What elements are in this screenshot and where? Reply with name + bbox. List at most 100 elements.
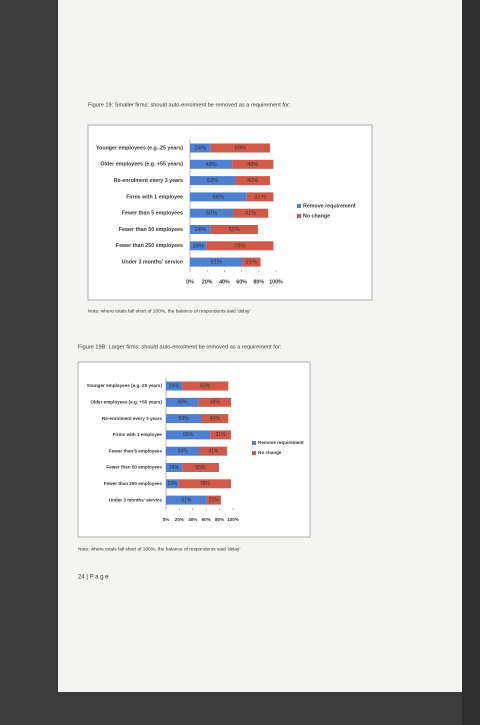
page-number: 24 | P a g e <box>78 575 109 581</box>
figure-caption: Figure 19: Smaller firms: should auto-en… <box>88 102 291 108</box>
bar-segment <box>166 397 199 407</box>
value-label: 24% <box>169 465 180 471</box>
x-tick-label: 100% <box>269 279 283 285</box>
value-label: 24% <box>195 146 206 152</box>
paper <box>58 0 470 692</box>
value-label: 55% <box>195 465 206 471</box>
value-label: 41% <box>208 449 219 455</box>
category-label: Under 3 months' service <box>109 497 163 502</box>
bar-segment <box>206 241 274 251</box>
value-label: 19% <box>167 481 178 487</box>
category-label: Fewer than 5 employees <box>109 448 163 453</box>
bar-segment <box>190 257 243 267</box>
category-label: Older employees (e.g. +55 years) <box>100 162 183 168</box>
value-label: 24% <box>169 383 180 389</box>
category-label: Fewer than 250 employees <box>116 243 183 249</box>
legend-label: Remove requirement <box>303 203 356 209</box>
edge <box>462 0 480 725</box>
value-label: 19% <box>192 243 203 249</box>
bar-segment <box>199 446 227 456</box>
legend-label: No change <box>258 450 282 455</box>
category-label: Under 3 months' service <box>122 260 183 266</box>
bar-segment <box>166 446 200 456</box>
legend-swatch <box>252 451 256 455</box>
value-label: 21% <box>246 260 257 266</box>
value-label: 69% <box>200 383 211 389</box>
value-label: 21% <box>209 497 220 503</box>
bar-segment <box>190 192 247 202</box>
bar-segment <box>201 414 229 424</box>
bar-segment <box>182 463 219 472</box>
note: Note: where totals fall short of 100%, t… <box>78 546 240 552</box>
bar-segment <box>166 381 183 391</box>
value-label: 66% <box>183 432 194 438</box>
bar-segment <box>246 192 274 202</box>
x-tick-label: 20% <box>175 517 184 522</box>
bar-segment <box>166 463 183 472</box>
bar-segment <box>233 208 269 218</box>
bar-segment <box>235 176 270 186</box>
legend-swatch <box>252 441 256 445</box>
category-label: Younger employees (e.g.-25 years) <box>87 383 163 388</box>
category-label: Fewer than 250 employees <box>104 481 163 486</box>
value-label: 48% <box>247 162 258 168</box>
bar-segment <box>206 495 221 505</box>
bar-segment <box>210 225 258 234</box>
x-tick-label: 0% <box>186 279 194 285</box>
bar-segment <box>242 257 261 267</box>
value-label: 41% <box>245 211 256 217</box>
value-label: 31% <box>216 432 227 438</box>
bar-segment <box>210 143 270 153</box>
value-label: 49% <box>205 162 216 168</box>
category-label: Firms with 1 employee <box>113 432 163 437</box>
bar-segment <box>190 241 207 251</box>
bar-segment <box>190 176 236 186</box>
legend-label: No change <box>303 213 330 219</box>
bar-segment <box>190 208 233 218</box>
value-label: 40% <box>210 416 221 422</box>
value-label: 40% <box>247 178 258 184</box>
category-label: Younger employees (e.g.-25 years) <box>96 145 183 151</box>
value-label: 55% <box>229 227 240 233</box>
bar-segment <box>182 381 229 391</box>
value-label: 24% <box>195 227 206 233</box>
legend-label: Remove requirement <box>258 440 304 445</box>
x-tick-label: 40% <box>188 517 197 522</box>
bar-segment <box>166 495 207 505</box>
legend-swatch <box>297 204 301 208</box>
bar-segment <box>190 159 233 169</box>
bar-segment <box>190 143 211 153</box>
value-label: 31% <box>254 194 265 200</box>
figure-caption: Figure 19B: Larger firms: should auto-en… <box>78 344 282 350</box>
x-tick-label: 80% <box>215 517 224 522</box>
value-label: 50% <box>206 211 217 217</box>
bar-segment <box>190 225 211 234</box>
value-label: 49% <box>177 400 188 406</box>
category-label: Fewer than 50 employees <box>106 465 162 470</box>
value-label: 78% <box>200 481 211 487</box>
value-label: 50% <box>178 449 189 455</box>
value-label: 61% <box>181 497 192 503</box>
note: Note: where totals fall short of 100%, t… <box>88 308 250 314</box>
category-label: Re-enrolment every 3 years <box>114 178 183 184</box>
value-label: 53% <box>179 416 190 422</box>
category-label: Fewer than 50 employees <box>119 227 183 233</box>
x-tick-label: 60% <box>236 279 247 285</box>
bar-segment <box>210 430 231 440</box>
x-tick-label: 60% <box>202 517 211 522</box>
bar-segment <box>198 397 231 407</box>
value-label: 78% <box>234 243 245 249</box>
legend-swatch <box>297 214 301 218</box>
bar-segment <box>232 159 274 169</box>
x-tick-label: 80% <box>253 279 264 285</box>
category-label: Fewer than 5 employees <box>122 211 183 217</box>
value-label: 61% <box>211 260 222 266</box>
value-label: 53% <box>207 178 218 184</box>
bar-segment <box>166 414 202 424</box>
x-tick-label: 0% <box>163 517 170 522</box>
bar-segment <box>166 479 179 489</box>
value-label: 48% <box>210 400 221 406</box>
x-tick-label: 20% <box>202 279 213 285</box>
